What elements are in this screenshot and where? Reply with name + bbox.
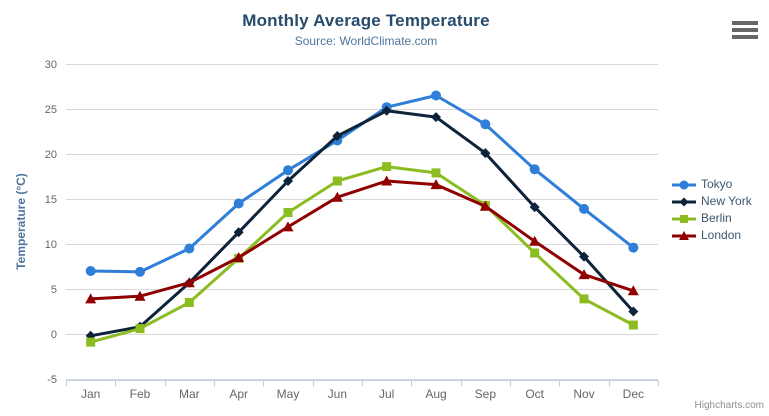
data-point[interactable] [184, 298, 194, 307]
x-axis-tick-label: Jul [379, 387, 394, 401]
data-point[interactable] [382, 162, 392, 172]
data-point [679, 197, 689, 206]
data-point[interactable] [135, 266, 145, 277]
data-point[interactable] [529, 235, 541, 246]
legend: Tokyo New York Berlin London [672, 176, 752, 244]
data-point[interactable] [381, 105, 392, 116]
export-menu-button[interactable] [732, 21, 758, 42]
x-axis-tick-label: Sep [475, 387, 497, 401]
legend-label: Berlin [701, 211, 732, 225]
data-point [679, 180, 689, 189]
data-point[interactable] [283, 176, 293, 186]
data-point[interactable] [86, 337, 96, 347]
data-point[interactable] [529, 202, 540, 213]
data-point[interactable] [233, 198, 244, 209]
data-point[interactable] [183, 277, 195, 288]
data-point[interactable] [430, 179, 442, 190]
y-axis-tick-label: -5 [47, 374, 57, 386]
data-point[interactable] [431, 90, 441, 101]
legend-marker-diamond-icon [672, 197, 696, 206]
data-point[interactable] [431, 168, 441, 178]
data-point[interactable] [332, 176, 342, 186]
credits-link[interactable]: Highcharts.com [694, 400, 764, 411]
x-axis-tick-label: May [277, 387, 300, 401]
data-point[interactable] [530, 248, 540, 258]
x-axis-tick-label: Jan [81, 387, 100, 401]
x-axis-tick-label: Mar [179, 387, 200, 401]
y-axis-tick-label: 10 [45, 239, 57, 251]
data-point[interactable] [480, 148, 491, 159]
x-axis-tick-label: Nov [573, 387, 594, 401]
x-axis-tick-label: Apr [229, 387, 248, 401]
data-point[interactable] [578, 269, 590, 280]
data-point[interactable] [579, 251, 589, 262]
y-axis-tick-label: 25 [45, 104, 57, 116]
data-point[interactable] [331, 191, 343, 202]
legend-item-london[interactable]: London [672, 227, 752, 244]
series-london [85, 175, 639, 304]
data-point[interactable] [184, 243, 195, 254]
y-axis-tick-label: 20 [45, 149, 57, 161]
x-axis-tick-label: Feb [130, 387, 151, 401]
data-point[interactable] [628, 242, 639, 253]
data-point[interactable] [529, 164, 540, 175]
series-line-berlin [89, 165, 635, 344]
data-point[interactable] [431, 112, 441, 123]
data-point[interactable] [628, 320, 638, 330]
y-axis-tick-label: 15 [45, 194, 57, 206]
legend-item-tokyo[interactable]: Tokyo [672, 176, 752, 193]
y-axis-title: Temperature (°C) [14, 173, 28, 270]
data-point[interactable] [579, 294, 589, 304]
chart-subtitle: Source: WorldClimate.com [294, 34, 438, 48]
data-point[interactable] [85, 266, 96, 276]
legend-label: New York [701, 194, 752, 208]
legend-label: London [701, 228, 742, 242]
x-axis-tick-label: Dec [623, 387, 644, 401]
legend-item-new-york[interactable]: New York [672, 193, 752, 210]
data-point[interactable] [480, 119, 491, 130]
data-point[interactable] [628, 306, 639, 317]
series-tokyo [85, 90, 639, 277]
series-line-new-york [89, 109, 635, 338]
data-point[interactable] [233, 227, 244, 238]
series-new-york [85, 105, 639, 341]
y-axis-tick-label: 5 [51, 284, 57, 296]
data-point[interactable] [135, 324, 145, 334]
data-point [679, 230, 689, 240]
data-point[interactable] [85, 293, 97, 304]
chart-title: Monthly Average Temperature [242, 11, 490, 30]
data-point[interactable] [479, 200, 491, 211]
series-line-london [89, 179, 635, 301]
legend-label: Tokyo [701, 177, 733, 191]
legend-marker-square-icon [672, 214, 696, 223]
x-axis-tick-label: Oct [525, 387, 544, 401]
legend-item-berlin[interactable]: Berlin [672, 210, 752, 227]
data-point[interactable] [579, 203, 589, 214]
legend-marker-triangle-icon [672, 230, 696, 240]
data-point[interactable] [332, 131, 343, 141]
data-point[interactable] [282, 221, 294, 232]
data-point[interactable] [233, 252, 245, 262]
data-point[interactable] [381, 175, 393, 186]
y-axis-tick-label: 0 [51, 329, 57, 341]
legend-marker-circle-icon [672, 180, 696, 189]
data-point[interactable] [283, 165, 293, 176]
data-point[interactable] [134, 290, 146, 301]
hamburger-icon [732, 21, 758, 39]
y-axis-tick-label: 30 [45, 59, 57, 71]
data-point[interactable] [283, 208, 293, 217]
x-axis-tick-label: Jun [328, 387, 347, 401]
x-axis-tick-label: Aug [425, 387, 446, 401]
data-point [680, 214, 688, 223]
data-point[interactable] [627, 285, 639, 296]
